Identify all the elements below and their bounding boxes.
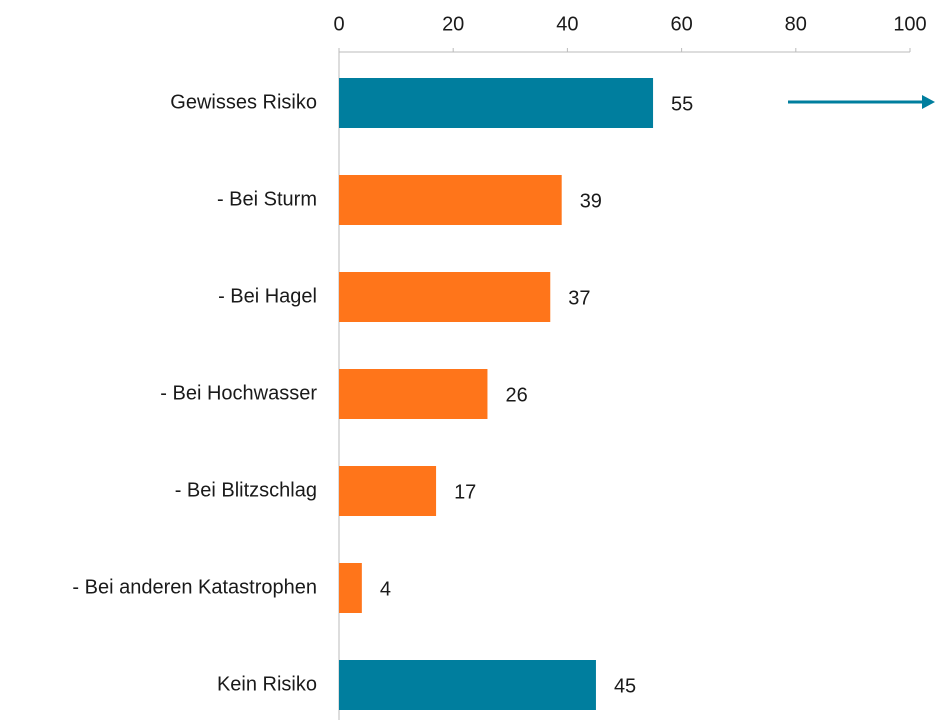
y-tick-label: - Bei Hochwasser — [160, 382, 317, 404]
data-label: 26 — [505, 384, 527, 406]
arrow-head — [922, 95, 935, 109]
x-tick-label: 20 — [442, 13, 464, 35]
x-tick-label: 60 — [670, 13, 692, 35]
bar — [339, 660, 596, 710]
bar — [339, 175, 562, 225]
data-label: 55 — [671, 93, 693, 115]
data-label: 17 — [454, 481, 476, 503]
bar — [339, 466, 437, 516]
x-tick-label: 80 — [785, 13, 807, 35]
y-tick-label: - Bei Sturm — [217, 188, 317, 210]
bar — [339, 563, 362, 613]
x-tick-label: 40 — [556, 13, 578, 35]
data-label: 4 — [380, 578, 391, 600]
y-tick-label: Gewisses Risiko — [170, 91, 317, 113]
y-tick-label: - Bei Hagel — [218, 285, 317, 307]
y-tick-label: - Bei Blitzschlag — [175, 479, 317, 501]
data-label: 45 — [614, 675, 636, 697]
bar — [339, 78, 654, 128]
bar — [339, 272, 551, 322]
bar — [339, 369, 488, 419]
data-label: 37 — [568, 287, 590, 309]
y-tick-label: Kein Risiko — [217, 673, 317, 695]
x-tick-label: 100 — [893, 13, 926, 35]
y-tick-label: - Bei anderen Katastrophen — [72, 576, 317, 598]
x-tick-label: 0 — [333, 13, 344, 35]
data-label: 39 — [580, 190, 602, 212]
